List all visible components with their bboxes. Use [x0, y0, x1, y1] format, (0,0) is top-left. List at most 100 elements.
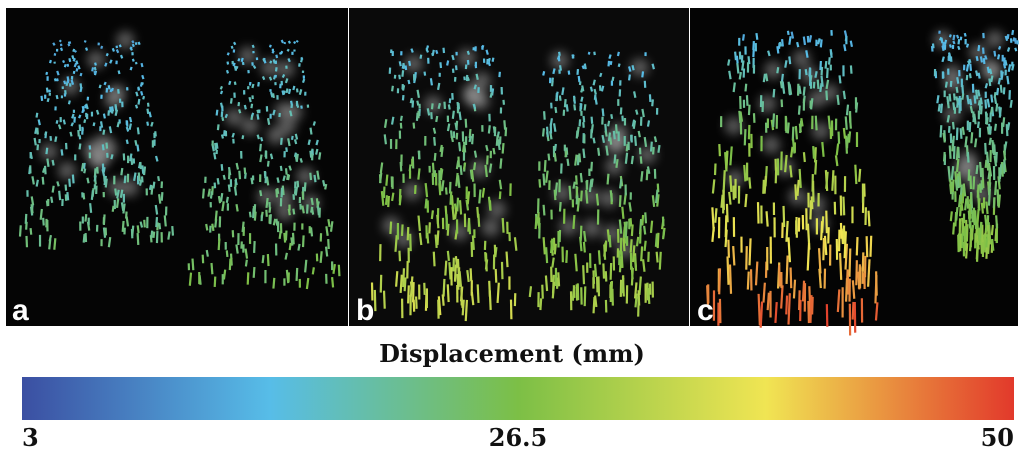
vector [311, 128, 312, 135]
vector [971, 106, 972, 113]
vector [271, 154, 272, 159]
vector [104, 82, 105, 85]
vector [494, 126, 495, 132]
vector [71, 123, 72, 126]
vector [31, 228, 32, 235]
vector [270, 61, 271, 64]
vector [64, 81, 65, 84]
vector [645, 137, 646, 147]
vector [305, 182, 306, 191]
vector [1002, 72, 1003, 80]
vector [72, 114, 73, 118]
vector [425, 72, 426, 76]
vector [384, 187, 385, 198]
vector [989, 163, 990, 175]
vector [452, 136, 453, 142]
vector [448, 124, 449, 131]
vector [147, 122, 148, 126]
vector [756, 262, 757, 286]
vector [853, 302, 854, 320]
vector [444, 279, 445, 297]
vector [994, 197, 995, 208]
vector [777, 46, 778, 53]
vector [418, 168, 419, 179]
vector [985, 55, 986, 59]
vector [560, 96, 561, 101]
vector [840, 253, 841, 280]
vector [942, 57, 943, 62]
vector [740, 72, 741, 79]
vector [47, 159, 48, 167]
vector [616, 124, 617, 133]
vector [107, 53, 108, 56]
vector [273, 93, 274, 98]
vector [829, 57, 830, 64]
vector [70, 132, 71, 137]
vector [32, 176, 33, 184]
vector [1001, 85, 1002, 93]
vector [847, 105, 848, 116]
vector [573, 215, 574, 229]
vector [135, 140, 136, 145]
tissue-blob [482, 218, 500, 236]
vector [300, 89, 301, 94]
vector [810, 200, 811, 219]
colorbar-tick-label: 50 [981, 423, 1014, 452]
vector [255, 212, 256, 221]
vector [574, 104, 575, 110]
vector [540, 298, 541, 310]
vector [620, 219, 621, 233]
vector [392, 86, 393, 91]
vector [582, 85, 583, 91]
vector [116, 110, 117, 116]
vector [460, 200, 461, 214]
vector [774, 89, 775, 97]
vector [257, 110, 258, 114]
vector [222, 135, 223, 139]
vector [489, 62, 490, 66]
vector [970, 99, 971, 105]
vector [441, 169, 442, 179]
vector [260, 144, 261, 151]
vector [427, 49, 428, 52]
vector [301, 158, 302, 162]
vector [984, 58, 985, 64]
vector [496, 269, 497, 283]
vector [756, 33, 757, 40]
vector [276, 219, 277, 226]
vector [261, 137, 262, 141]
vector [156, 205, 157, 215]
vector [215, 277, 216, 287]
vector [92, 190, 93, 200]
vector [321, 251, 322, 263]
vector [585, 64, 586, 70]
vector [815, 160, 816, 175]
vector [823, 238, 824, 260]
vector [826, 61, 827, 69]
vector [553, 69, 554, 74]
vector [944, 133, 945, 143]
vector [838, 95, 839, 105]
vector [953, 35, 954, 40]
vector [439, 103, 440, 109]
vector [138, 127, 139, 134]
vector [950, 35, 951, 38]
vector [763, 180, 764, 194]
vector [281, 138, 282, 145]
vector [642, 71, 643, 77]
vector [959, 172, 960, 188]
vector [715, 208, 716, 223]
vector [460, 271, 461, 287]
vector [813, 146, 814, 159]
vector [818, 80, 819, 89]
vector [314, 175, 315, 182]
vector [417, 101, 418, 106]
vector [85, 40, 86, 42]
vector [232, 46, 233, 49]
vector [432, 103, 433, 109]
vector [120, 45, 121, 47]
vector [445, 261, 446, 276]
vector [130, 117, 131, 122]
vector [788, 237, 789, 262]
vector [609, 133, 610, 142]
